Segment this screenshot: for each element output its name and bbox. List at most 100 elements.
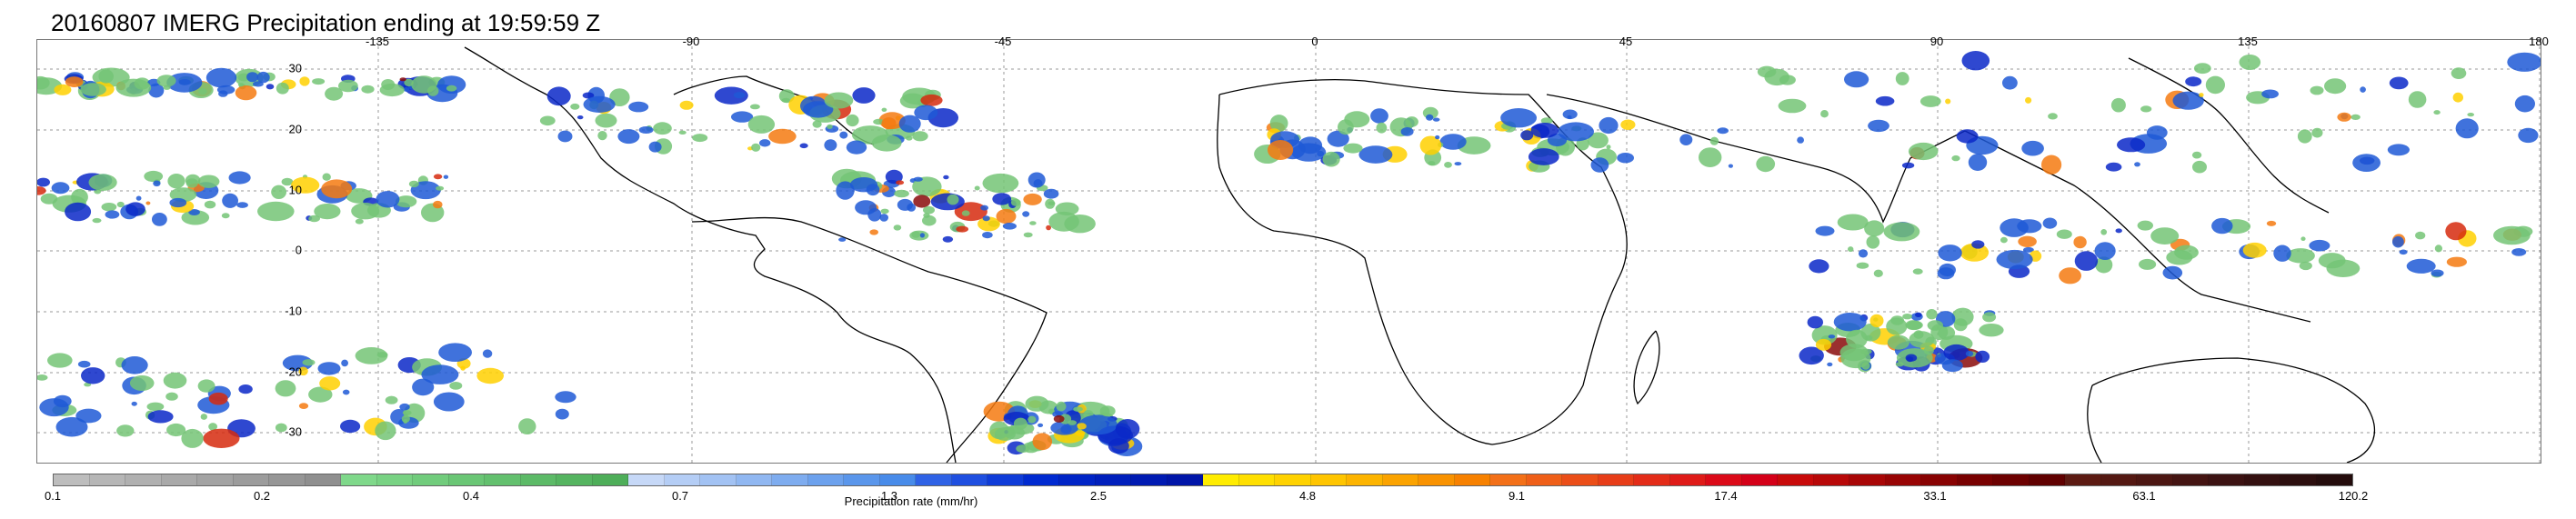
precip-cell	[2311, 127, 2323, 138]
lat-tick-label: 0	[295, 243, 302, 257]
precip-cell	[1941, 359, 1963, 373]
precip-cell	[896, 180, 905, 185]
precip-cell	[291, 176, 320, 194]
precip-cell	[37, 177, 50, 187]
precip-cell	[257, 201, 295, 222]
precip-cell	[2095, 256, 2113, 274]
precip-cell	[1099, 405, 1116, 417]
precip-cell	[308, 386, 333, 403]
precip-cell	[1717, 127, 1729, 135]
colorbar-segment	[1418, 474, 1455, 485]
colorbar-segment	[233, 474, 269, 485]
precip-cell	[476, 367, 504, 384]
colorbar-tick-label: 4.8	[1298, 489, 1317, 503]
precip-cell	[1799, 346, 1824, 365]
precip-cell	[2094, 242, 2116, 260]
precip-cell	[2211, 217, 2233, 235]
precip-cell	[2352, 154, 2381, 172]
precip-cell	[2389, 76, 2409, 90]
precip-cell	[922, 215, 937, 226]
precip-cell	[1010, 198, 1021, 206]
precip-cell	[956, 225, 968, 233]
precip-cell	[205, 67, 237, 88]
precip-cell	[1606, 145, 1611, 150]
colorbar-tick-label: 0.1	[44, 489, 62, 503]
precip-cell	[1811, 325, 1838, 345]
precip-cell	[92, 217, 102, 224]
precip-cell	[376, 191, 400, 208]
precip-cell	[546, 86, 571, 106]
precip-cell	[1971, 240, 1985, 249]
precip-cell	[799, 143, 808, 149]
precip-cell	[2467, 113, 2474, 117]
precip-cell	[2137, 220, 2153, 231]
precip-cell	[379, 83, 405, 97]
precip-cell	[913, 176, 923, 182]
precip-cell	[1873, 269, 1883, 277]
precip-cell	[2059, 267, 2082, 284]
precip-cell	[1075, 430, 1086, 436]
precip-cell	[2446, 256, 2467, 267]
precip-cell	[555, 391, 576, 404]
precip-cell	[203, 428, 240, 448]
precip-cell	[135, 195, 142, 201]
precip-cell	[2350, 114, 2360, 120]
precip-cell	[2023, 246, 2034, 253]
precipitation-field	[37, 51, 2541, 456]
precip-cell	[583, 95, 616, 113]
precip-cell	[1053, 414, 1065, 423]
precip-cell	[733, 92, 746, 99]
precip-cell	[460, 365, 466, 371]
precip-cell	[1060, 424, 1072, 434]
colorbar-segment	[1238, 474, 1275, 485]
precip-cell	[222, 193, 238, 208]
precipitation-map[interactable]	[36, 39, 2541, 464]
precip-cell	[1547, 133, 1568, 147]
colorbar-segment	[1023, 474, 1059, 485]
precip-cell	[595, 113, 617, 128]
precip-cell	[399, 403, 410, 411]
precip-cell	[1067, 420, 1078, 425]
precip-cell	[873, 118, 885, 125]
precip-cell	[869, 229, 878, 235]
precip-cell	[2451, 67, 2467, 79]
colorbar-segment	[1706, 474, 1742, 485]
precip-cell	[914, 105, 938, 121]
precip-cell	[1923, 345, 1934, 355]
precip-cell	[1046, 225, 1051, 231]
precip-cell	[1982, 312, 1997, 323]
precip-cell	[375, 421, 396, 441]
colorbar-segment	[879, 474, 916, 485]
colorbar-tick-label: 17.4	[1714, 489, 1738, 503]
precip-cell	[355, 218, 364, 225]
precip-cell	[237, 83, 245, 87]
precip-cell	[2205, 75, 2225, 95]
lat-tick-label: 30	[288, 61, 302, 75]
precip-cell	[982, 173, 1019, 194]
precip-cell	[1567, 115, 1572, 119]
precip-cell	[1938, 325, 1956, 340]
colorbar-segment	[1059, 474, 1096, 485]
lat-tick-label: -10	[285, 304, 302, 318]
colorbar-segment	[1526, 474, 1562, 485]
coast-southeast-asia	[1964, 130, 2311, 323]
precip-cell	[51, 182, 70, 195]
precip-cell	[53, 394, 72, 408]
precip-cell	[846, 114, 859, 127]
precip-cell	[437, 75, 466, 94]
precip-cell	[1617, 153, 1634, 164]
precip-cell	[1875, 95, 1895, 106]
precip-cell	[2406, 258, 2436, 274]
precip-cell	[342, 389, 350, 395]
colorbar-segment	[269, 474, 306, 485]
precip-cell	[361, 85, 375, 94]
precip-cell	[1919, 95, 1941, 107]
precip-cell	[433, 392, 465, 412]
precip-cell	[731, 111, 754, 123]
precip-cell	[2041, 155, 2062, 175]
precip-cell	[961, 210, 970, 216]
precip-cell	[1866, 235, 1880, 249]
precip-cell	[923, 205, 935, 215]
precip-cell	[1032, 433, 1053, 451]
precip-cell	[2408, 91, 2427, 108]
